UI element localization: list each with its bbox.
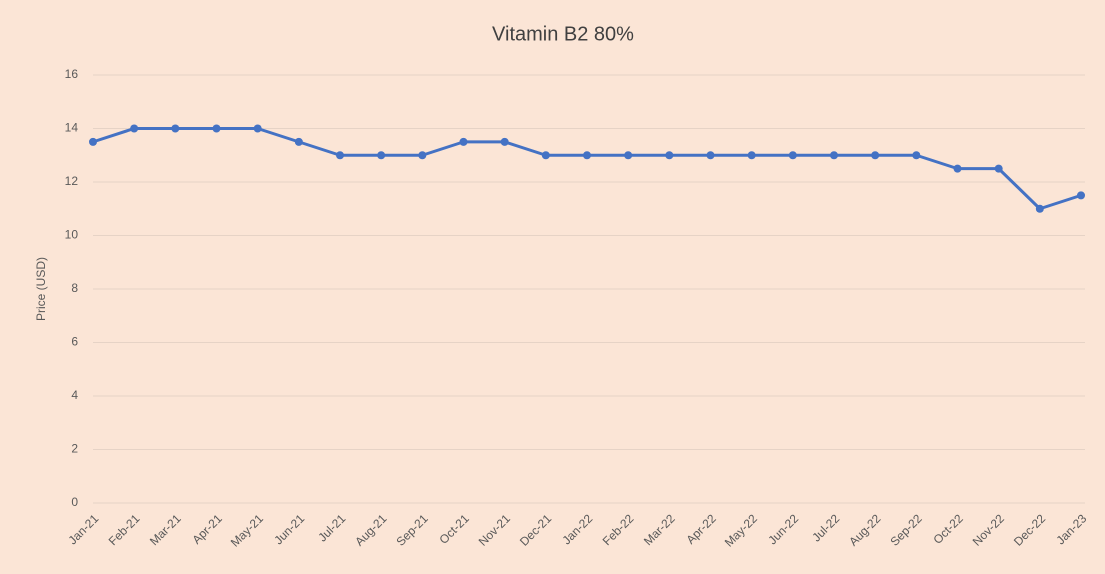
point: [747, 151, 756, 160]
y-tick-label: 12: [65, 174, 79, 188]
y-tick-label: 14: [65, 121, 79, 135]
y-tick-label: 2: [71, 442, 78, 456]
point: [336, 151, 344, 160]
point: [294, 137, 303, 146]
point: [130, 124, 139, 133]
point: [541, 151, 550, 160]
chart-title: Vitamin B2 80%: [492, 23, 634, 45]
point: [377, 151, 386, 160]
point: [459, 137, 468, 146]
point: [830, 151, 838, 160]
y-axis-label: Price (USD): [34, 257, 48, 321]
point: [706, 151, 715, 160]
y-tick-label: 8: [71, 281, 78, 295]
y-tick-label: 4: [71, 388, 78, 402]
point: [89, 137, 97, 146]
point: [871, 151, 880, 160]
point: [583, 151, 591, 160]
point: [1035, 204, 1044, 213]
y-tick-label: 6: [71, 335, 78, 349]
y-tick-label: 0: [71, 495, 78, 509]
point: [212, 124, 221, 133]
point: [665, 151, 674, 160]
point: [171, 124, 180, 133]
y-tick-label: 16: [65, 67, 79, 81]
point: [994, 164, 1003, 173]
point: [500, 137, 509, 146]
point: [624, 151, 633, 160]
point: [912, 151, 921, 160]
point: [788, 151, 797, 160]
point: [253, 124, 262, 133]
point: [418, 151, 427, 160]
point: [1077, 191, 1085, 200]
point: [953, 164, 962, 173]
y-tick-label: 10: [65, 228, 79, 242]
